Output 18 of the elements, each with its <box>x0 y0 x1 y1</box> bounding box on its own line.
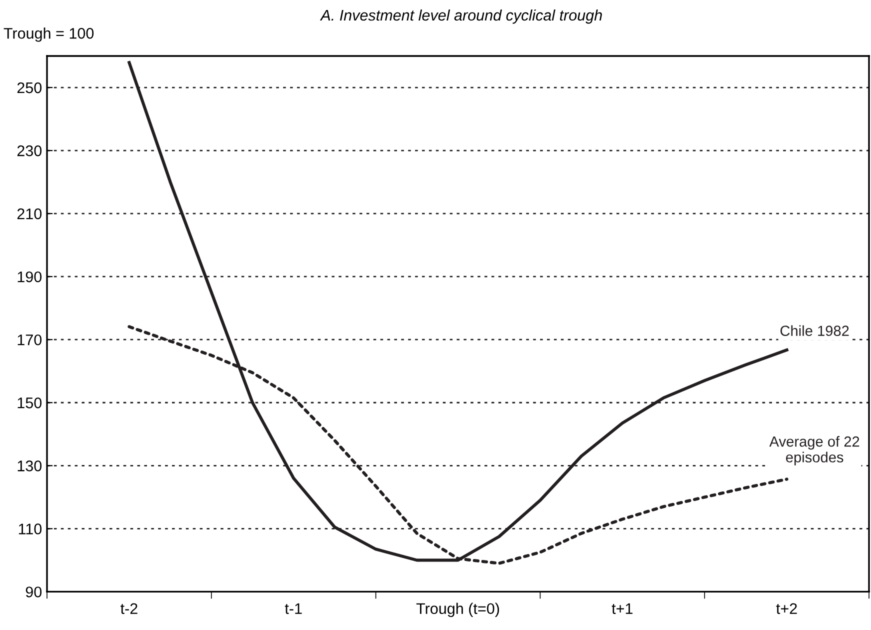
y-tick-label: 130 <box>18 460 42 472</box>
x-tick-label: Trough (t=0) <box>416 602 500 618</box>
x-tick-label: t-1 <box>284 603 302 614</box>
y-axis-title: Trough = 100 <box>4 28 94 42</box>
chart-title: A. Investment level around cyclical trough <box>320 9 602 24</box>
y-tick-label: 250 <box>17 82 42 94</box>
y-tick-label: 110 <box>18 524 42 534</box>
y-tick-label: 150 <box>18 397 42 408</box>
x-tick-label: t+1 <box>612 603 632 614</box>
y-tick-label: 190 <box>18 271 42 282</box>
y-tick-label: 90 <box>26 586 42 598</box>
y-tick-label: 230 <box>17 145 42 156</box>
x-tick-label: t-2 <box>120 603 138 614</box>
series-label: Average of 22 episodes <box>769 436 860 466</box>
x-tick-label: t+2 <box>776 603 797 614</box>
series-label: Chile 1982 <box>780 325 849 336</box>
y-tick-label: 170 <box>18 334 42 346</box>
y-tick-label: 210 <box>17 208 42 220</box>
